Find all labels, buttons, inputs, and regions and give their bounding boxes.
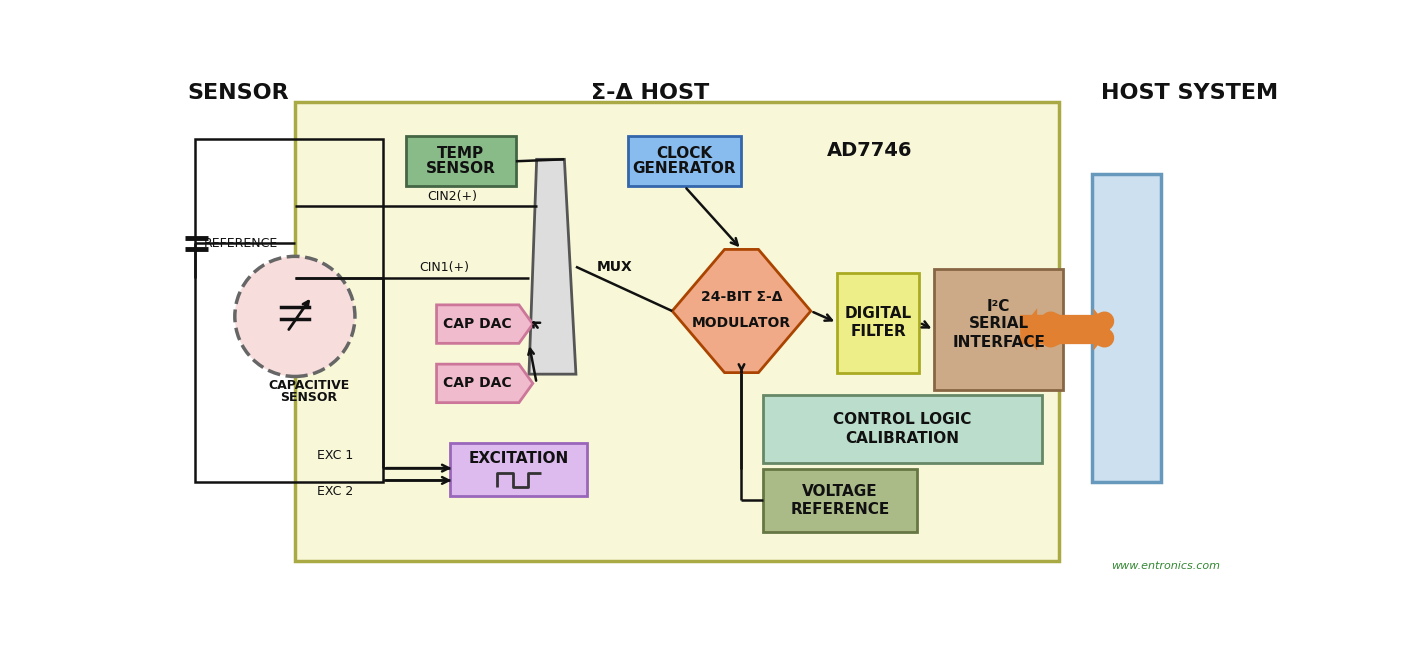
Text: AD7746: AD7746: [827, 141, 912, 160]
Text: EXC 1: EXC 1: [316, 449, 353, 462]
Text: CALIBRATION: CALIBRATION: [846, 430, 959, 445]
Text: DIGITAL: DIGITAL: [844, 306, 912, 321]
Text: CAP DAC: CAP DAC: [444, 317, 512, 331]
Text: CIN1(+): CIN1(+): [420, 262, 470, 275]
Text: I²C: I²C: [988, 300, 1010, 315]
Text: 24-BIT Σ-Δ: 24-BIT Σ-Δ: [701, 290, 782, 304]
Text: CAPACITIVE: CAPACITIVE: [268, 379, 349, 392]
Bar: [1091, 174, 1161, 482]
Bar: [406, 136, 517, 186]
Text: REFERENCE: REFERENCE: [204, 237, 278, 250]
Text: VOLTAGE: VOLTAGE: [802, 484, 878, 499]
Text: FILTER: FILTER: [850, 324, 907, 339]
Text: CAP DAC: CAP DAC: [444, 377, 512, 390]
Text: CLOCK: CLOCK: [657, 146, 712, 161]
Bar: [934, 269, 1063, 390]
Bar: [763, 469, 917, 532]
Text: REFERENCE: REFERENCE: [790, 502, 890, 517]
FancyArrow shape: [1020, 308, 1110, 351]
Text: MUX: MUX: [597, 260, 633, 274]
Bar: [194, 139, 383, 482]
Bar: [295, 102, 1060, 560]
Circle shape: [234, 256, 355, 377]
Text: EXCITATION: EXCITATION: [468, 451, 569, 466]
Polygon shape: [673, 249, 810, 373]
Text: SENSOR: SENSOR: [187, 83, 289, 103]
Text: Σ-Δ HOST: Σ-Δ HOST: [592, 83, 710, 103]
Text: INTERFACE: INTERFACE: [952, 335, 1046, 350]
Bar: [627, 136, 742, 186]
Text: TEMP: TEMP: [437, 146, 484, 161]
Text: SENSOR: SENSOR: [426, 162, 495, 177]
Text: HOST SYSTEM: HOST SYSTEM: [1101, 83, 1279, 103]
Text: CONTROL LOGIC: CONTROL LOGIC: [833, 412, 972, 427]
Polygon shape: [529, 160, 576, 374]
Bar: [763, 395, 1042, 463]
Bar: [837, 273, 920, 373]
Text: CIN2(+): CIN2(+): [427, 190, 477, 203]
FancyArrow shape: [1020, 308, 1059, 351]
Polygon shape: [437, 364, 532, 403]
Text: GENERATOR: GENERATOR: [633, 162, 736, 177]
Polygon shape: [437, 305, 532, 343]
Bar: [450, 443, 587, 496]
Text: www.entronics.com: www.entronics.com: [1111, 560, 1220, 570]
Text: SENSOR: SENSOR: [280, 390, 338, 404]
Text: SERIAL: SERIAL: [969, 317, 1029, 331]
Text: EXC 2: EXC 2: [316, 485, 353, 498]
Text: MODULATOR: MODULATOR: [692, 317, 790, 330]
